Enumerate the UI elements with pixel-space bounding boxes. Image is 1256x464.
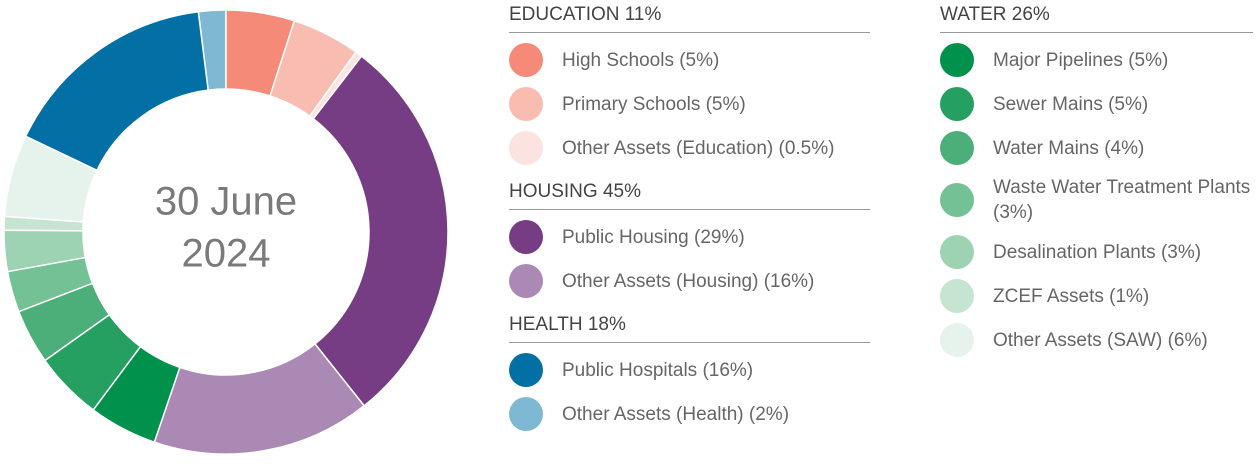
legend-item: Other Assets (SAW) (6%)	[940, 323, 1253, 357]
center-label: 30 June	[155, 180, 297, 224]
legend-item: Other Assets (Education) (0.5%)	[509, 131, 870, 165]
legend-item: ZCEF Assets (1%)	[940, 279, 1253, 313]
legend-name: High Schools	[562, 49, 674, 71]
legend-value: (29%)	[694, 226, 745, 248]
legend-label: Other Assets (Housing) (16%)	[562, 269, 814, 294]
legend-label: ZCEF Assets (1%)	[993, 284, 1149, 309]
legend-item: Other Assets (Housing) (16%)	[509, 264, 870, 298]
legend-item: Desalination Plants (3%)	[940, 235, 1253, 269]
legend-swatch	[940, 183, 974, 217]
donut-segment	[3, 229, 87, 273]
legend-swatch	[509, 220, 543, 254]
legend-name: Other Assets (Health)	[562, 403, 744, 425]
donut-segment	[6, 256, 94, 313]
legend-value: (16%)	[702, 359, 754, 381]
legend-swatch	[509, 397, 543, 431]
legend-group: HEALTH 18% Public Hospitals (16%) Other As…	[509, 314, 870, 431]
legend-label: Sewer Mains (5%)	[993, 92, 1148, 117]
legend-label: Primary Schools (5%)	[562, 92, 746, 117]
legend-label: Other Assets (Education) (0.5%)	[562, 136, 834, 161]
legend-label: Other Assets (SAW) (6%)	[993, 328, 1208, 353]
legend-label: Public Housing (29%)	[562, 225, 745, 250]
legend-name: Major Pipelines	[993, 49, 1123, 71]
group-title: WATER 26%	[940, 4, 1253, 33]
legend-label: High Schools (5%)	[562, 48, 719, 73]
legend-name: ZCEF Assets	[993, 285, 1104, 307]
donut-segment	[3, 135, 98, 223]
group-title: HOUSING 45%	[509, 181, 870, 210]
legend-column: EDUCATION 11% High Schools (5%) Primary Sc…	[509, 4, 870, 447]
legend-item: Waste Water Treatment Plants (3%)	[940, 175, 1253, 225]
legend-name: Sewer Mains	[993, 93, 1103, 115]
legend-item: High Schools (5%)	[509, 43, 870, 77]
legend-swatch	[509, 87, 543, 121]
center-label: 2024	[182, 232, 271, 276]
legend-item: Major Pipelines (5%)	[940, 43, 1253, 77]
legend-value: (4%)	[1104, 137, 1145, 159]
group-title: HEALTH 18%	[509, 314, 870, 343]
legend-name: Waste Water Treatment Plants	[993, 177, 1251, 198]
legend-item: Primary Schools (5%)	[509, 87, 870, 121]
legend-label: Water Mains (4%)	[993, 136, 1144, 161]
donut-segment	[43, 313, 142, 412]
legend-swatch	[940, 235, 974, 269]
legend-label: Other Assets (Health) (2%)	[562, 402, 789, 427]
legend-swatch	[509, 353, 543, 387]
legend-item: Water Mains (4%)	[940, 131, 1253, 165]
legend-name: Other Assets (Housing)	[562, 270, 759, 292]
donut-segment	[153, 342, 366, 455]
donut-segment	[312, 55, 449, 407]
legend-value: (1%)	[1109, 285, 1150, 307]
legend-name: Other Assets (Education)	[562, 137, 774, 159]
legend-value: (5%)	[1108, 93, 1149, 115]
donut-segment	[3, 215, 85, 232]
legend-name: Public Housing	[562, 226, 689, 248]
legend-value: (6%)	[1167, 329, 1208, 351]
group-title: EDUCATION 11%	[509, 4, 870, 33]
legend-value: (16%)	[763, 270, 815, 292]
legend-label: Public Hospitals (16%)	[562, 358, 753, 383]
donut-segment	[225, 9, 296, 97]
legend-label: Major Pipelines (5%)	[993, 48, 1168, 73]
donut-segment	[17, 282, 111, 362]
legend-swatch	[940, 43, 974, 77]
legend-value: (5%)	[1128, 49, 1169, 71]
legend-name: Water Mains	[993, 137, 1099, 159]
legend-column: WATER 26% Major Pipelines (5%) Sewer Mains…	[940, 4, 1253, 373]
legend-label: Desalination Plants (3%)	[993, 240, 1201, 265]
legend-swatch	[940, 323, 974, 357]
legend-value: (5%)	[679, 49, 720, 71]
legend-name: Desalination Plants	[993, 241, 1156, 263]
legend-swatch	[509, 131, 543, 165]
legend-swatch	[940, 87, 974, 121]
legend-group: EDUCATION 11% High Schools (5%) Primary Sc…	[509, 4, 870, 165]
legend-swatch	[940, 131, 974, 165]
legend-value: (3%)	[993, 202, 1034, 223]
legend-value: (2%)	[748, 403, 790, 425]
legend-value: (0.5%)	[778, 137, 835, 159]
legend-group: HOUSING 45% Public Housing (29%) Other Ass…	[509, 181, 870, 298]
legend-item: Sewer Mains (5%)	[940, 87, 1253, 121]
legend-item: Public Housing (29%)	[509, 220, 870, 254]
legend-swatch	[940, 279, 974, 313]
legend-name: Public Hospitals	[562, 359, 698, 381]
donut-segment	[92, 345, 181, 444]
legend-name: Other Assets (SAW)	[993, 329, 1163, 351]
legend-item: Other Assets (Health) (2%)	[509, 397, 870, 431]
donut-chart: 30 June 2024	[3, 9, 449, 455]
legend-value: (5%)	[705, 93, 746, 115]
legend-label: Waste Water Treatment Plants (3%)	[993, 175, 1253, 225]
legend-swatch	[509, 43, 543, 77]
donut-segment	[24, 10, 210, 172]
legend-name: Primary Schools	[562, 93, 701, 115]
donut-segment	[269, 19, 357, 118]
legend-item: Public Hospitals (16%)	[509, 353, 870, 387]
legend-value: (3%)	[1160, 241, 1202, 263]
legend-group: WATER 26% Major Pipelines (5%) Sewer Mains…	[940, 4, 1253, 357]
legend-swatch	[509, 264, 543, 298]
